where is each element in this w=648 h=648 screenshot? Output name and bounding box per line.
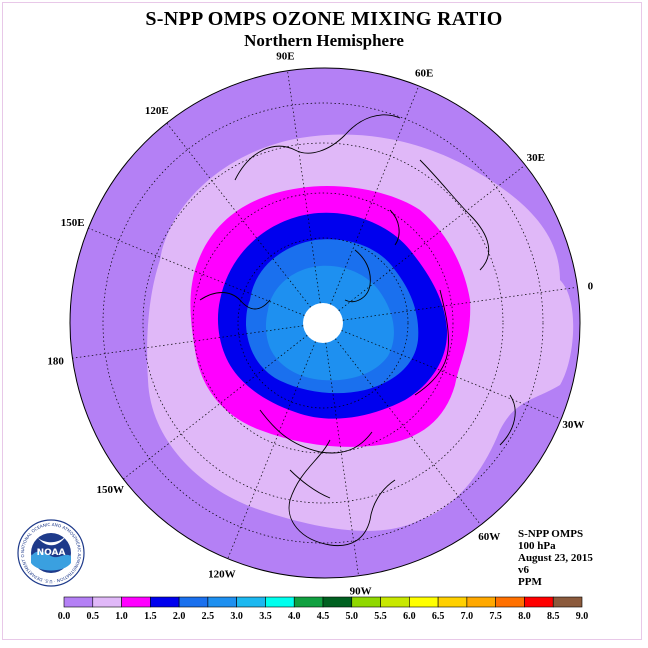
colorbar-label: 8.5	[547, 611, 560, 622]
meridians	[70, 70, 576, 576]
colorbar-swatch	[207, 596, 237, 608]
colorbar-swatch	[409, 596, 439, 608]
colorbar-label: 6.5	[432, 611, 445, 622]
colorbar-label: 8.0	[518, 611, 531, 622]
longitude-label: 150W	[96, 484, 124, 496]
meridian-line	[287, 70, 321, 304]
colorbar-label: 1.5	[144, 611, 157, 622]
colorbar-swatch	[121, 596, 151, 608]
colorbar-label: 1.0	[115, 611, 128, 622]
meridian-line	[330, 86, 419, 305]
meridian-line	[70, 325, 304, 359]
longitude-label: 120W	[208, 568, 236, 580]
colorbar-label: 7.0	[461, 611, 474, 622]
longitude-label: 60E	[415, 68, 433, 80]
colorbar-label: 4.0	[288, 611, 301, 622]
colorbar-swatch	[63, 596, 94, 608]
info-level: 100 hPa	[518, 540, 556, 552]
colorbar-label: 0.5	[87, 611, 100, 622]
colorbar-swatch	[265, 596, 295, 608]
colorbar-label: 3.5	[259, 611, 272, 622]
info-date: August 23, 2015	[518, 552, 593, 564]
colorbar-swatch	[495, 596, 525, 608]
colorbar-label: 3.0	[230, 611, 243, 622]
map-title: S-NPP OMPS OZONE MIXING RATIO	[145, 8, 503, 30]
colorbar-label: 5.5	[374, 611, 387, 622]
meridian-line	[335, 338, 481, 525]
longitude-label: 60W	[478, 531, 500, 543]
colorbar-swatch	[380, 596, 410, 608]
figure-frame	[2, 2, 642, 640]
info-version: v6	[518, 564, 529, 576]
colorbar-swatch	[552, 596, 583, 608]
graticule	[102, 102, 544, 544]
meridian-line	[325, 342, 359, 576]
longitude-label: 90W	[350, 585, 372, 597]
colorbar-swatch	[524, 596, 554, 608]
info-block: S-NPP OMPS 100 hPa August 23, 2015 v6 PP…	[518, 528, 593, 588]
colorbar-swatch	[92, 596, 122, 608]
colorbar-label: 6.0	[403, 611, 416, 622]
colorbar-label: 0.0	[58, 611, 71, 622]
colorbar-swatch	[322, 596, 353, 608]
longitude-label: 180	[47, 356, 64, 368]
colorbar-swatch	[150, 596, 180, 608]
longitude-label: 30W	[562, 419, 584, 431]
colorbar-swatch	[466, 596, 496, 608]
colorbar-swatch	[437, 596, 468, 608]
colorbar-label: 5.0	[346, 611, 359, 622]
colorbar-swatch	[293, 596, 324, 608]
colorbar-label: 4.5	[317, 611, 330, 622]
colorbar-swatch	[178, 596, 209, 608]
colorbar-label: 2.5	[202, 611, 215, 622]
meridian-line	[121, 335, 308, 481]
colorbar-label: 2.0	[173, 611, 186, 622]
noaa-logo: NATIONAL OCEANIC AND ATMOSPHERIC ADMINIS…	[16, 518, 85, 587]
map-subtitle: Northern Hemisphere	[244, 31, 404, 50]
coastlines	[199, 114, 516, 547]
meridian-line	[342, 287, 576, 321]
colorbar-label: 7.5	[489, 611, 502, 622]
polar-no-data	[303, 303, 343, 343]
longitude-label: 90E	[276, 51, 294, 63]
longitude-label: 150E	[61, 217, 85, 229]
longitude-label: 30E	[527, 152, 545, 164]
info-units: PPM	[518, 576, 542, 588]
logo-text: NOAA	[37, 548, 66, 558]
longitude-label: 0	[588, 280, 594, 292]
longitude-label: 120E	[145, 105, 169, 117]
longitude-labels: 90E 60E 30E 0 30W 60W 90W 120W 150W 180 150E 120E	[47, 51, 593, 598]
map-border	[69, 67, 581, 579]
meridian-line	[341, 330, 560, 419]
colorbar-swatch	[351, 596, 381, 608]
info-instrument: S-NPP OMPS	[518, 528, 584, 540]
colorbar-label: 9.0	[576, 611, 589, 622]
meridian-line	[86, 227, 305, 316]
colorbar-swatch	[236, 596, 266, 608]
meridian-line	[227, 341, 316, 560]
